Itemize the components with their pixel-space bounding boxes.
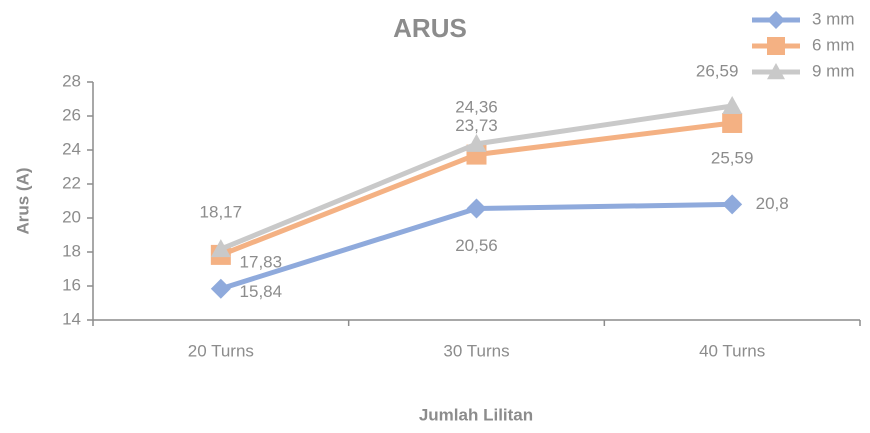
y-tick-label: 26: [62, 105, 81, 124]
data-label: 24,36: [455, 97, 498, 116]
data-point: [722, 95, 743, 114]
data-point: [722, 112, 743, 133]
data-label: 26,59: [696, 61, 739, 80]
y-tick-label: 16: [62, 275, 81, 294]
data-label: 25,59: [711, 148, 754, 167]
legend-marker: [767, 11, 785, 29]
x-tick-label: 20 Turns: [188, 341, 254, 360]
data-point: [466, 198, 487, 219]
x-tick-label: 40 Turns: [699, 341, 765, 360]
y-tick-label: 20: [62, 207, 81, 226]
data-label: 20,56: [455, 236, 498, 255]
legend-label: 9 mm: [812, 61, 855, 80]
data-point: [722, 194, 743, 215]
data-label: 23,73: [455, 116, 498, 135]
data-label: 15,84: [240, 282, 283, 301]
y-tick-label: 24: [62, 139, 81, 158]
chart-title: ARUS: [393, 13, 467, 43]
y-tick-label: 22: [62, 173, 81, 192]
y-tick-label: 18: [62, 241, 81, 260]
x-tick-label: 30 Turns: [443, 341, 509, 360]
data-label: 20,8: [756, 194, 789, 213]
data-point: [466, 133, 487, 152]
legend-label: 6 mm: [812, 35, 855, 54]
data-point: [210, 239, 231, 258]
y-tick-label: 14: [62, 309, 81, 328]
y-tick-label: 28: [62, 71, 81, 90]
x-axis-title: Jumlah Lilitan: [419, 405, 533, 424]
legend-label: 3 mm: [812, 9, 855, 28]
data-point: [210, 278, 231, 299]
legend-marker: [767, 37, 785, 55]
data-label: 18,17: [200, 203, 243, 222]
y-axis-title: Arus (A): [13, 167, 32, 234]
legend-marker: [767, 63, 785, 80]
data-label: 17,83: [240, 252, 283, 271]
